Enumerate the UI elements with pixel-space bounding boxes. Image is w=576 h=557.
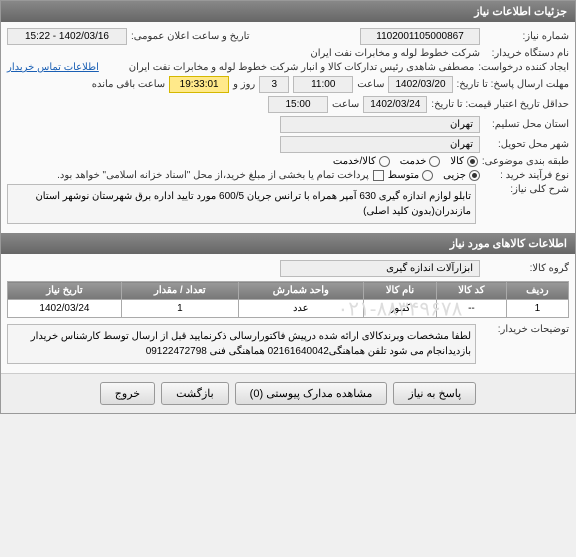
requester-value: مصطفی شاهدی رئیس تدارکات کالا و انبار شر…	[103, 62, 474, 73]
buyer-value: شرکت خطوط لوله و مخابرات نفت ایران	[310, 48, 480, 59]
category-label: طبقه بندی موضوعی:	[482, 156, 569, 167]
radio-kala[interactable]: کالا	[450, 156, 478, 167]
deadline-days-label: روز و	[233, 79, 255, 90]
row-validity: حداقل تاریخ اعتبار قیمت: تا تاریخ: 1402/…	[7, 96, 569, 113]
goods-group-value: ابزارآلات اندازه گیری	[280, 260, 480, 277]
need-desc-text: تابلو لوازم اندازه گیری 630 آمپر همراه ب…	[7, 184, 476, 224]
radio-dot-icon	[429, 156, 440, 167]
form-area: شماره نیاز: 1102001105000867 تاریخ و ساع…	[1, 22, 575, 233]
need-no-value: 1102001105000867	[360, 28, 480, 45]
need-no-label: شماره نیاز:	[484, 31, 569, 42]
validity-date: 1402/03/24	[363, 96, 427, 113]
back-button[interactable]: بازگشت	[161, 382, 229, 405]
row-place-delivery: شهر محل تحویل: تهران	[7, 136, 569, 153]
button-bar: پاسخ به نیاز مشاهده مدارک پیوستی (0) باز…	[1, 373, 575, 413]
cell-idx: 1	[506, 300, 568, 318]
details-panel: جزئیات اطلاعات نیاز شماره نیاز: 11020011…	[0, 0, 576, 414]
category-radios: کالا خدمت کالا/خدمت	[333, 156, 478, 167]
place-delivery-value: تهران	[280, 136, 480, 153]
row-requester: ایجاد کننده درخواست: مصطفی شاهدی رئیس تد…	[7, 62, 569, 73]
radio-khadmat-label: خدمت	[400, 156, 427, 167]
table-row: 1 -- کنتور ۰۲۱-۸۸۳۴۹۶۷۸ عدد 1 1402/03/24	[8, 300, 569, 318]
purchase-type-radios: جزیی متوسط	[388, 170, 480, 181]
cell-code: --	[437, 300, 507, 318]
remain-label: ساعت باقی مانده	[92, 79, 165, 90]
deadline-label: مهلت ارسال پاسخ: تا تاریخ:	[457, 79, 569, 90]
row-place-request: استان محل تسلیم: تهران	[7, 116, 569, 133]
announce-value: 1402/03/16 - 15:22	[7, 28, 127, 45]
radio-jozii-label: جزیی	[443, 170, 466, 181]
buyer-notes-label: توضیحات خریدار:	[484, 324, 569, 335]
cell-unit: عدد	[238, 300, 363, 318]
place-request-label: استان محل تسلیم:	[484, 119, 569, 130]
exit-button[interactable]: خروج	[100, 382, 155, 405]
requester-label: ایجاد کننده درخواست:	[478, 62, 569, 73]
validity-time-label: ساعت	[332, 99, 359, 110]
radio-khadmat[interactable]: خدمت	[400, 156, 441, 167]
table-header-row: ردیف کد کالا نام کالا واحد شمارش تعداد /…	[8, 282, 569, 300]
purchase-type-label: نوع فرآیند خرید :	[484, 170, 569, 181]
radio-dot-icon	[422, 170, 433, 181]
cell-name: کنتور ۰۲۱-۸۸۳۴۹۶۷۸	[363, 300, 436, 318]
radio-motevaset-label: متوسط	[388, 170, 419, 181]
deadline-date: 1402/03/20	[388, 76, 452, 93]
contact-link[interactable]: اطلاعات تماس خریدار	[7, 62, 99, 73]
th-idx: ردیف	[506, 282, 568, 300]
purchase-note: پرداخت تمام یا بخشی از مبلغ خرید،از محل …	[57, 170, 369, 181]
th-code: کد کالا	[437, 282, 507, 300]
row-buyer-notes: توضیحات خریدار: لطفا مشخصات وبرندکالای ا…	[7, 324, 569, 364]
th-name: نام کالا	[363, 282, 436, 300]
radio-dot-icon	[379, 156, 390, 167]
need-desc-label: شرح کلی نیاز:	[484, 184, 569, 195]
place-delivery-label: شهر محل تحویل:	[484, 139, 569, 150]
cell-qty: 1	[121, 300, 238, 318]
treasury-checkbox[interactable]	[373, 170, 384, 181]
announce-label: تاریخ و ساعت اعلان عمومی:	[131, 31, 250, 42]
row-goods-group: گروه کالا: ابزارآلات اندازه گیری	[7, 260, 569, 277]
deadline-time-label: ساعت	[357, 79, 384, 90]
radio-dot-icon	[469, 170, 480, 181]
row-need-number: شماره نیاز: 1102001105000867 تاریخ و ساع…	[7, 28, 569, 45]
radio-motevaset[interactable]: متوسط	[388, 170, 433, 181]
goods-area: گروه کالا: ابزارآلات اندازه گیری ردیف کد…	[1, 254, 575, 373]
goods-header: اطلاعات کالاهای مورد نیاز	[1, 233, 575, 254]
validity-label: حداقل تاریخ اعتبار قیمت: تا تاریخ:	[431, 99, 569, 110]
th-date: تاریخ نیاز	[8, 282, 122, 300]
respond-button[interactable]: پاسخ به نیاز	[393, 382, 476, 405]
row-buyer: نام دستگاه خریدار: شرکت خطوط لوله و مخاب…	[7, 48, 569, 59]
row-category: طبقه بندی موضوعی: کالا خدمت کالا/خدمت	[7, 156, 569, 167]
goods-group-label: گروه کالا:	[484, 263, 569, 274]
row-need-desc: شرح کلی نیاز: تابلو لوازم اندازه گیری 63…	[7, 184, 569, 224]
cell-date: 1402/03/24	[8, 300, 122, 318]
th-qty: تعداد / مقدار	[121, 282, 238, 300]
place-request-value: تهران	[280, 116, 480, 133]
th-unit: واحد شمارش	[238, 282, 363, 300]
radio-dot-icon	[467, 156, 478, 167]
radio-kala-label: کالا	[450, 156, 464, 167]
buyer-label: نام دستگاه خریدار:	[484, 48, 569, 59]
radio-kala-khadmat-label: کالا/خدمت	[333, 156, 376, 167]
deadline-time: 11:00	[293, 76, 353, 93]
buyer-notes-text: لطفا مشخصات وبرندکالای ارائه شده درپیش ف…	[7, 324, 476, 364]
attachments-button[interactable]: مشاهده مدارک پیوستی (0)	[235, 382, 388, 405]
cell-name-text: کنتور	[390, 303, 411, 314]
deadline-days: 3	[259, 76, 289, 93]
goods-table: ردیف کد کالا نام کالا واحد شمارش تعداد /…	[7, 281, 569, 318]
row-purchase-type: نوع فرآیند خرید : جزیی متوسط پرداخت تمام…	[7, 170, 569, 181]
validity-time: 15:00	[268, 96, 328, 113]
radio-kala-khadmat[interactable]: کالا/خدمت	[333, 156, 390, 167]
row-deadline: مهلت ارسال پاسخ: تا تاریخ: 1402/03/20 سا…	[7, 76, 569, 93]
countdown: 19:33:01	[169, 76, 229, 93]
radio-jozii[interactable]: جزیی	[443, 170, 480, 181]
panel-title: جزئیات اطلاعات نیاز	[1, 1, 575, 22]
